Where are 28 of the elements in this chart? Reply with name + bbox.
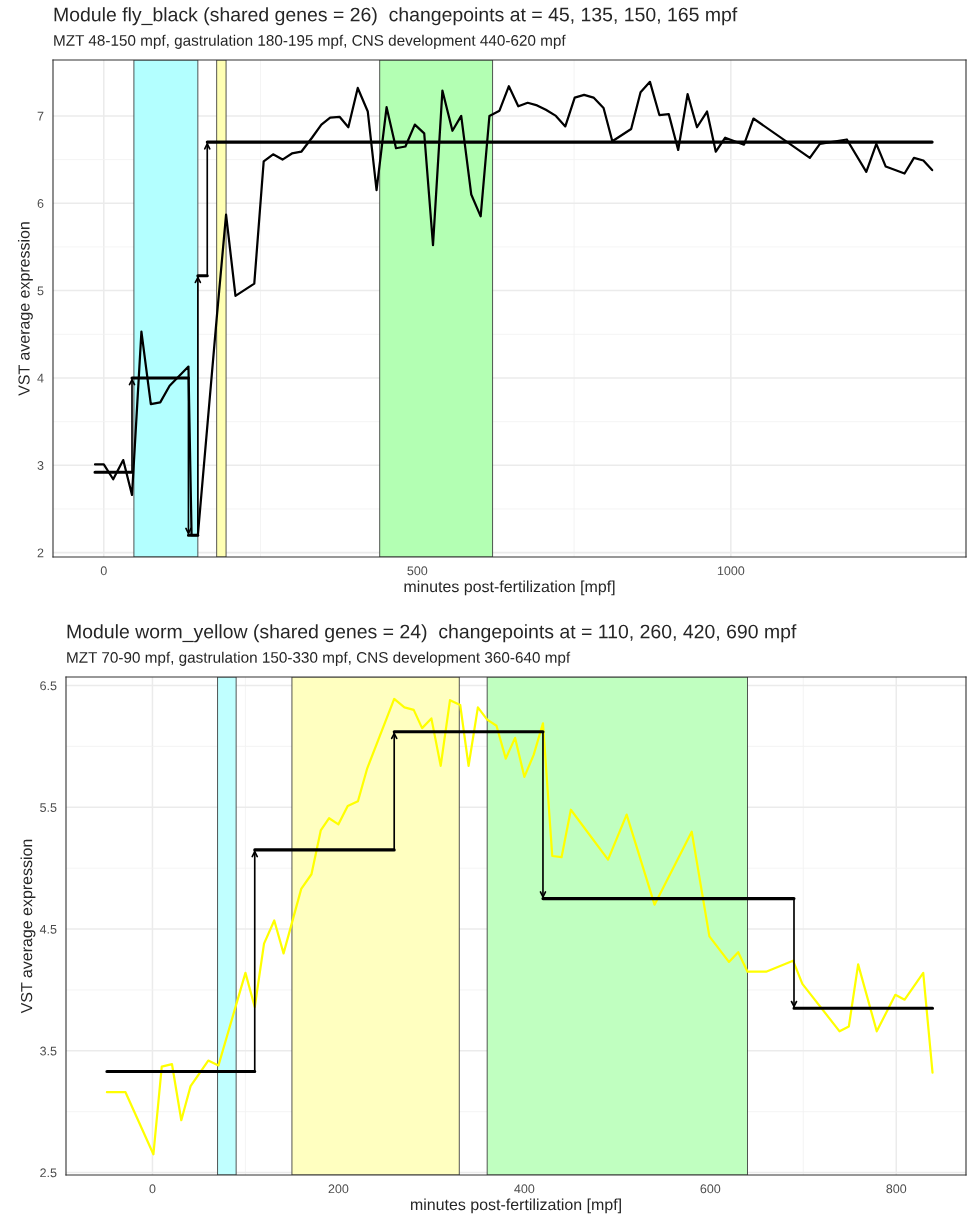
y-tick-label: 4 (37, 373, 44, 383)
y-axis-title: VST average expression (20, 839, 36, 1014)
chart-title: Module worm_yellow (shared genes = 24) changepoints at = 110, 260, 420, 690 mpf (67, 624, 797, 643)
x-axis-title: minutes post-fertilization [mpf] (410, 1198, 621, 1214)
x-tick-label: 500 (407, 566, 428, 576)
y-tick-label: 2 (37, 548, 44, 558)
chart-subtitle: MZT 48-150 mpf, gastrulation 180-195 mpf, CNS development 440-620 mpf (54, 34, 566, 49)
chart-subtitle: MZT 70-90 mpf, gastrulation 150-330 mpf, CNS development 360-640 mpf (67, 651, 571, 666)
x-tick-label: 0 (100, 566, 107, 576)
x-tick-label: 600 (700, 1184, 721, 1194)
y-tick-label: 2.5 (40, 1168, 57, 1178)
x-tick-label: 200 (328, 1184, 349, 1194)
x-tick-label: 1000 (717, 566, 745, 576)
x-tick-label: 800 (886, 1184, 907, 1194)
x-tick-label: 400 (514, 1184, 535, 1194)
y-tick-label: 3 (37, 461, 44, 470)
x-axis-title: minutes post-fertilization [mpf] (404, 580, 615, 596)
y-tick-label: 7 (37, 111, 44, 121)
line-series (105, 697, 934, 1156)
y-tick-label: 3.5 (40, 1046, 57, 1056)
y-tick-label: 5.5 (40, 803, 57, 812)
y-axis-title: VST average expression (17, 222, 33, 396)
chart-title: Module fly_black (shared genes = 26) changepoints at = 45, 135, 150, 165 mpf (54, 7, 738, 26)
y-tick-label: 5 (37, 286, 44, 296)
y-tick-label: 6 (37, 199, 44, 208)
x-tick-label: 0 (149, 1184, 156, 1194)
y-tick-label: 4.5 (39, 924, 57, 934)
y-tick-label: 6.5 (40, 681, 57, 691)
